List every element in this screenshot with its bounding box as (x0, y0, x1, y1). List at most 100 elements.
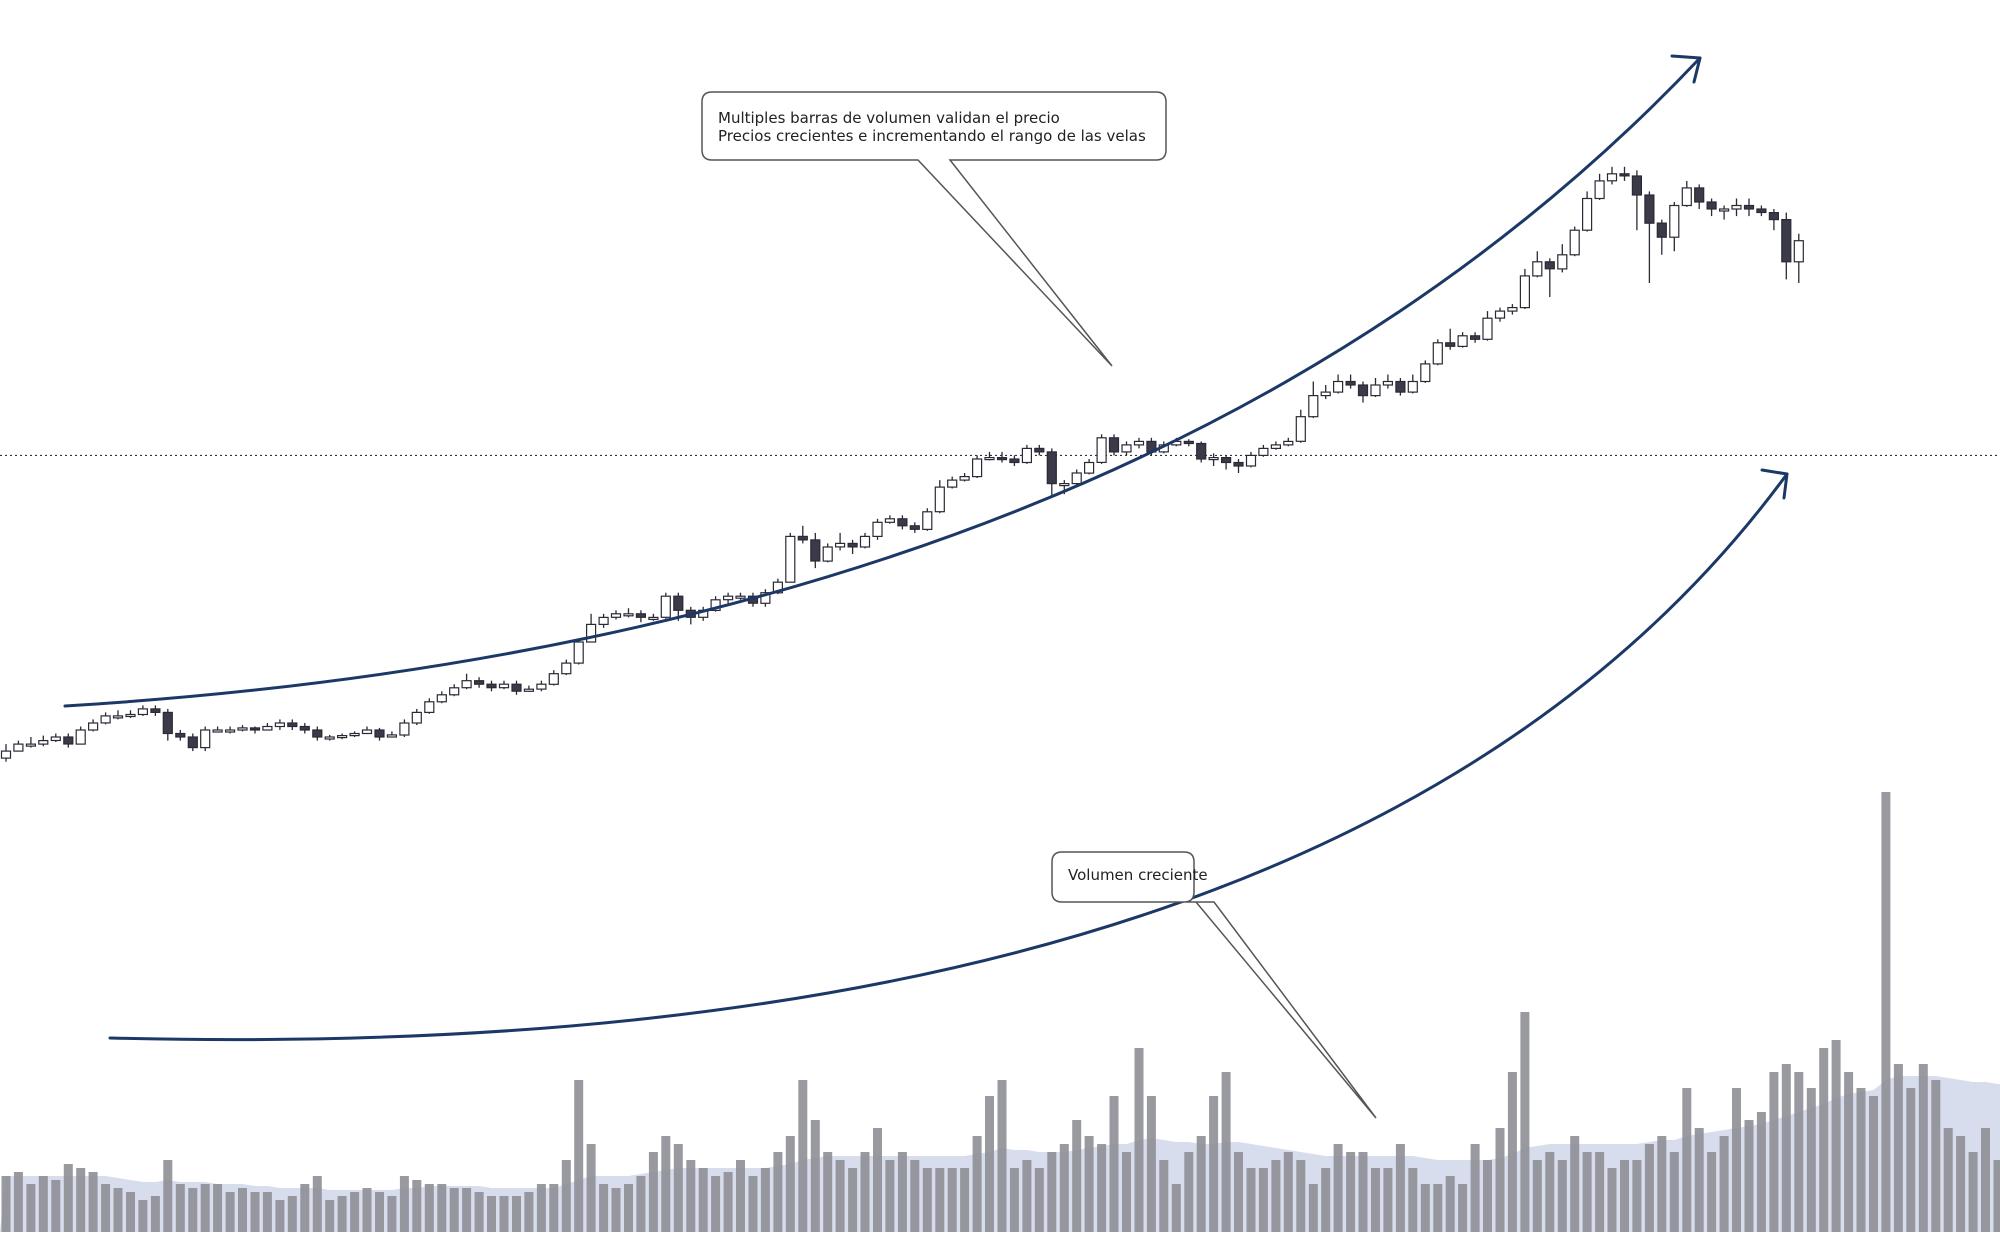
volume-bar (686, 1160, 696, 1232)
candle (1619, 166, 1630, 181)
candle (200, 726, 211, 752)
candle (1781, 212, 1792, 280)
volume-bar (810, 1120, 820, 1232)
volume-bar (1981, 1128, 1990, 1232)
candle (1270, 441, 1282, 450)
volume-bar (1682, 1088, 1692, 1232)
volume-bar (300, 1184, 310, 1232)
candle (225, 726, 236, 734)
callout-top: Multiples barras de volumen validan el p… (701, 91, 1167, 367)
callout-top-line2: Precios crecientes e incrementando el ra… (718, 127, 1146, 145)
volume-bars (1, 792, 2000, 1232)
candle-body-up (561, 662, 572, 675)
candle (1233, 459, 1244, 473)
volume-bar (1532, 1160, 1542, 1232)
candle (1519, 268, 1531, 309)
candle (1258, 444, 1269, 457)
candle-body-up (1606, 173, 1618, 182)
candle (162, 708, 173, 741)
volume-bar (873, 1128, 882, 1232)
volume-bar (611, 1188, 621, 1232)
candle (386, 731, 397, 738)
candle (1046, 448, 1057, 498)
volume-bar (1968, 1152, 1978, 1232)
candle-body-down (175, 732, 186, 738)
candle-body-up (735, 595, 746, 599)
candle-body-up (623, 613, 634, 617)
volume-bar (399, 1176, 409, 1232)
lower-trend-arrow (108, 468, 1789, 1042)
volume-bar (1308, 1184, 1318, 1232)
candle (0, 744, 12, 762)
volume-bar (312, 1176, 322, 1232)
volume-bar (88, 1172, 98, 1232)
candle-body-up (100, 715, 111, 724)
candle-body-down (162, 711, 173, 735)
candle (934, 480, 945, 514)
volume-bar (1333, 1144, 1343, 1232)
candle (299, 723, 310, 734)
candle-body-up (1382, 380, 1394, 386)
candle-body-up (1494, 310, 1506, 319)
candle-body-up (25, 743, 36, 747)
upper-arrow-head (1670, 54, 1702, 84)
candle (1432, 339, 1443, 366)
volume-bar (1221, 1072, 1231, 1232)
volume-bar (1433, 1184, 1443, 1232)
candle (996, 451, 1008, 463)
volume-bar (636, 1176, 646, 1232)
candle-body-up (461, 680, 472, 689)
candle (1395, 378, 1406, 396)
candle-body-up (1245, 454, 1257, 467)
candle (1644, 191, 1655, 283)
candle (1034, 444, 1045, 456)
candle (411, 708, 422, 726)
lower-arrow-head (1760, 468, 1789, 500)
candle-body-down (150, 708, 161, 714)
volume-bar (1620, 1160, 1629, 1232)
candle (511, 680, 522, 695)
volume-bar (462, 1188, 472, 1232)
candle-body-down (1046, 451, 1057, 485)
candle (648, 613, 659, 621)
candle-body-up (87, 722, 99, 731)
candle-body-up (1308, 395, 1319, 418)
candle (1594, 173, 1605, 200)
candle-body-up (1581, 197, 1593, 231)
candle (722, 592, 734, 604)
candle-body-up (1283, 440, 1294, 446)
volume-bar (760, 1168, 770, 1232)
volume-bar (1009, 1168, 1019, 1232)
volume-bar (362, 1188, 372, 1232)
candle (237, 725, 248, 732)
candle (1009, 455, 1020, 466)
volume-bar (1669, 1152, 1679, 1232)
volume-bar (885, 1160, 895, 1232)
candle (1756, 205, 1767, 217)
volume-bar (835, 1160, 845, 1232)
candle (1108, 434, 1120, 456)
volume-bar (1694, 1128, 1704, 1232)
candle-body-up (1718, 208, 1730, 212)
volume-bar (337, 1196, 347, 1232)
volume-bar (972, 1136, 982, 1232)
candle-body-down (1395, 380, 1406, 393)
volume-bar (1258, 1168, 1268, 1232)
volume-bar (200, 1184, 210, 1232)
candle-body-down (1619, 173, 1630, 177)
candle-body-up (722, 595, 734, 601)
candle (1320, 385, 1331, 400)
volume-bar (922, 1168, 932, 1232)
candle (834, 532, 846, 551)
volume-bar (997, 1080, 1007, 1232)
volume-bar (1346, 1152, 1356, 1232)
candle-body-down (511, 683, 522, 692)
volume-bar (1109, 1096, 1119, 1232)
candle-body-down (673, 595, 684, 611)
volume-bar (1445, 1176, 1455, 1232)
candle (1581, 191, 1593, 232)
candle (87, 719, 99, 732)
candle-body-up (660, 595, 671, 618)
volume-bar (51, 1180, 61, 1232)
volume-bar (1395, 1144, 1405, 1232)
